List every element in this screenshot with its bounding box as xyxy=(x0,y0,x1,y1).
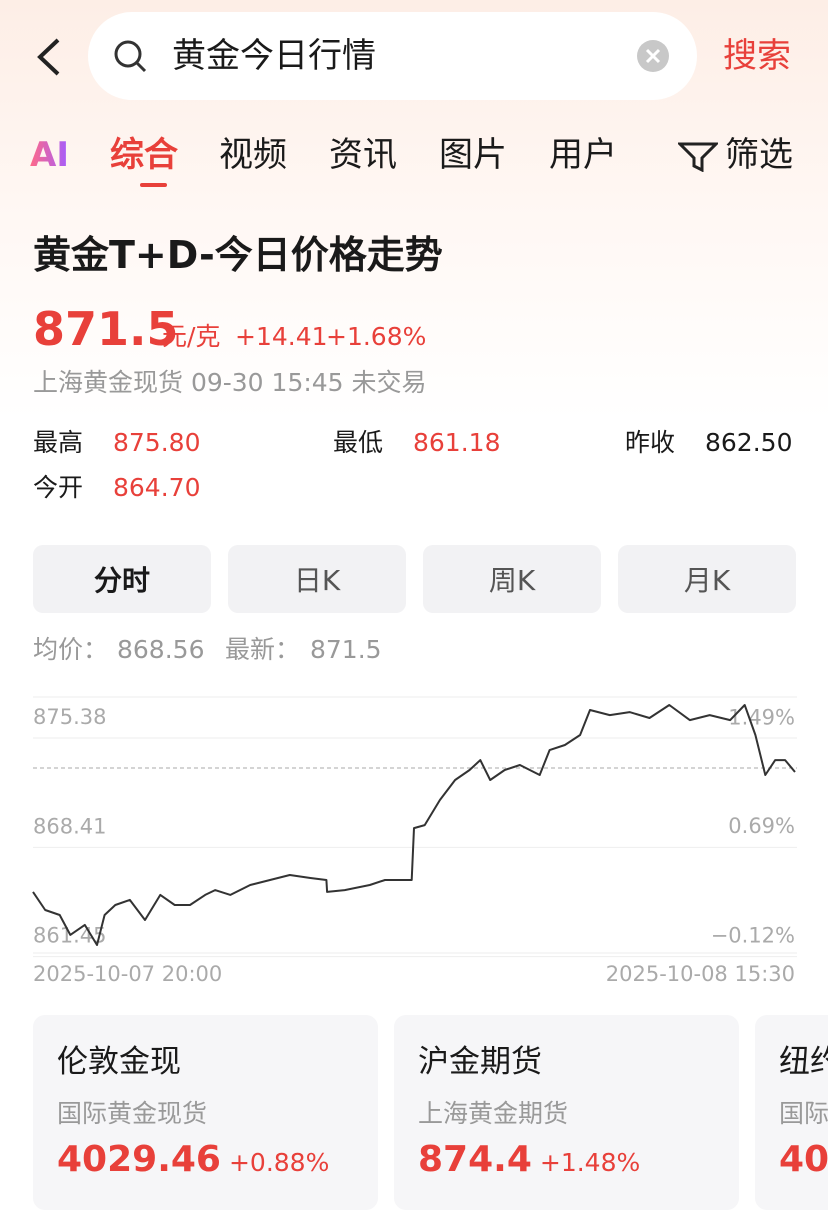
tab[interactable]: 综合 xyxy=(110,135,178,175)
change-pct: +1.68% xyxy=(326,322,427,351)
stat-value: 875.80 xyxy=(113,428,201,457)
filter-icon[interactable] xyxy=(678,140,718,172)
search-icon xyxy=(114,40,147,73)
stat-value: 861.18 xyxy=(413,428,501,457)
y2-tick-label: 0.69% xyxy=(728,814,795,838)
stat-label: 昨收 xyxy=(625,428,676,457)
y-tick-label: 875.38 xyxy=(33,705,106,729)
y-tick-label: 868.41 xyxy=(33,814,106,838)
card-title: 纽约 xyxy=(779,1044,828,1080)
search-query[interactable]: 黄金今日行情 xyxy=(172,36,376,76)
x-tick-label: 2025-10-07 20:00 xyxy=(33,962,222,986)
period-button[interactable]: 分时 xyxy=(33,545,211,613)
card-value: 40 xyxy=(779,1139,828,1180)
stat-value: 864.70 xyxy=(113,473,201,502)
card-subtitle: 国际黄金现货 xyxy=(57,1099,208,1128)
price: 871.5 xyxy=(33,302,179,356)
card-subtitle: 国际 xyxy=(779,1099,828,1128)
clear-button[interactable] xyxy=(637,40,669,72)
market-card[interactable]: 伦敦金现国际黄金现货 4029.46 +0.88% xyxy=(33,1015,378,1210)
back-button[interactable] xyxy=(30,36,66,78)
tab[interactable]: 资讯 xyxy=(329,135,397,175)
change: +14.41 xyxy=(235,322,328,351)
market-card[interactable]: 沪金期货上海黄金期货 874.4 +1.48% xyxy=(394,1015,739,1210)
market-card[interactable]: 纽约国际 40 xyxy=(755,1015,828,1210)
latest-label: 最新： xyxy=(225,635,301,664)
tab-indicator xyxy=(140,183,167,187)
tab[interactable]: 视频 xyxy=(219,135,287,175)
filter-button[interactable]: 筛选 xyxy=(725,135,793,175)
stat-label: 今开 xyxy=(33,473,84,502)
tab[interactable]: AI xyxy=(30,135,69,175)
y2-tick-label: −0.12% xyxy=(711,924,795,948)
card-value: 4029.46 xyxy=(57,1139,221,1180)
card-value: 874.4 xyxy=(418,1139,532,1180)
unit: 元/克 xyxy=(162,322,221,351)
stat-label: 最高 xyxy=(33,428,84,457)
avg-value: 868.56 xyxy=(117,635,205,664)
search-button[interactable]: 搜索 xyxy=(723,36,791,76)
card-change: +1.48% xyxy=(539,1148,641,1177)
tab[interactable]: 用户 xyxy=(549,135,617,175)
avg-label: 均价： xyxy=(33,635,109,664)
latest-value: 871.5 xyxy=(310,635,382,664)
quote-title: 黄金T+D-今日价格走势 xyxy=(33,233,443,277)
card-change: +0.88% xyxy=(228,1148,330,1177)
search-box[interactable] xyxy=(88,12,697,100)
card-subtitle: 上海黄金期货 xyxy=(418,1099,569,1128)
price-line xyxy=(32,704,796,946)
card-title: 沪金期货 xyxy=(418,1044,542,1080)
period-button[interactable]: 月K xyxy=(618,545,796,613)
tab[interactable]: 图片 xyxy=(439,135,507,175)
stat-value: 862.50 xyxy=(705,428,793,457)
x-tick-label: 2025-10-08 15:30 xyxy=(606,962,795,986)
stat-label: 最低 xyxy=(333,428,384,457)
status: 上海黄金现货 09-30 15:45 未交易 xyxy=(33,368,427,397)
card-title: 伦敦金现 xyxy=(57,1044,181,1080)
period-button[interactable]: 周K xyxy=(423,545,601,613)
chart: 875.38868.41861.451.49%0.69%−0.12%2025-1… xyxy=(32,696,797,986)
y2-tick-label: 1.49% xyxy=(728,706,795,730)
period-button[interactable]: 日K xyxy=(228,545,406,613)
